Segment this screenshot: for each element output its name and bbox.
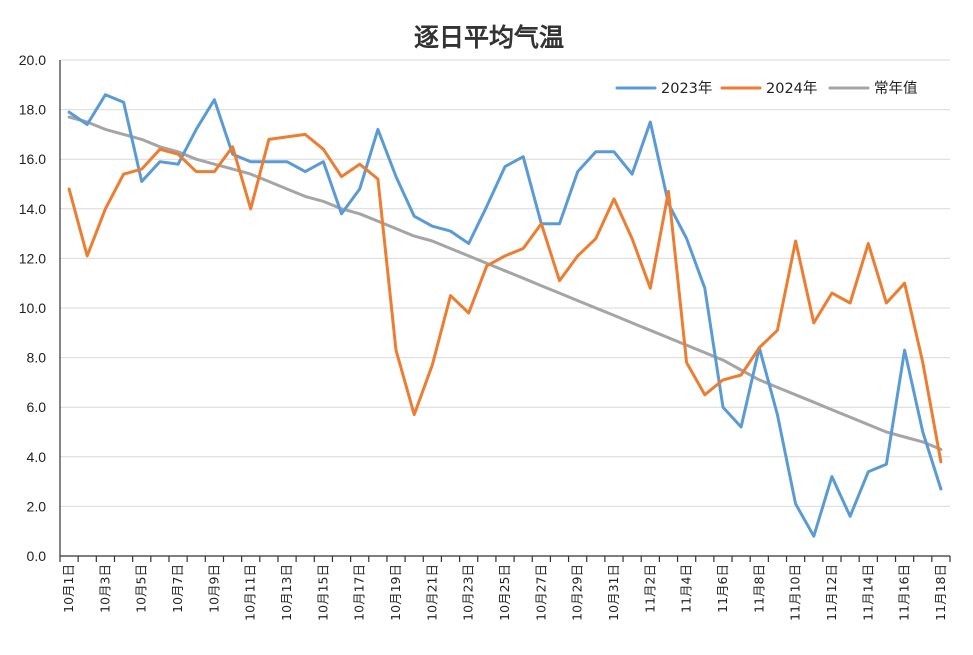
y-tick-label: 4.0 (27, 449, 47, 465)
legend: 2023年 2024年 常年值 (615, 80, 918, 97)
legend-label-1: 2024年 (766, 80, 817, 97)
y-tick-label: 12.0 (19, 250, 46, 266)
x-tick-label: 10月29日 (570, 564, 585, 621)
x-tick-label: 10月13日 (279, 564, 294, 621)
y-tick-label: 18.0 (19, 102, 46, 118)
y-tick-label: 2.0 (27, 498, 47, 514)
x-tick-label: 11月4日 (679, 564, 694, 613)
series-lines (67, 93, 943, 538)
x-tick-label: 11月10日 (788, 564, 803, 621)
x-tick-label: 11月16日 (897, 564, 912, 621)
series-line-1 (67, 132, 943, 464)
y-axis-ticks: 0.0 2.0 4.0 6.0 8.0 10.0 12.0 14.0 16.0 18.0 20.0 (19, 52, 46, 564)
x-tick-label: 10月27日 (533, 564, 548, 621)
x-tick-label: 10月7日 (170, 564, 185, 613)
y-tick-label: 20.0 (19, 52, 46, 68)
y-tick-label: 0.0 (27, 548, 47, 564)
x-tick-label: 10月15日 (315, 564, 330, 621)
x-tick-label: 11月12日 (824, 564, 839, 621)
legend-label-2: 常年值 (874, 80, 918, 97)
x-axis-ticks: 10月1日 10月3日 10月5日 10月7日 10月9日 10月11日 10月13日 10月… (61, 564, 948, 621)
x-tick-label: 11月8日 (751, 564, 766, 613)
x-tick-label: 10月11日 (243, 564, 258, 621)
x-tick-label: 10月19日 (388, 564, 403, 621)
x-tick-label: 10月1日 (61, 564, 76, 613)
series-line-2 (67, 115, 943, 451)
x-tick-label: 10月25日 (497, 564, 512, 621)
y-tick-label: 10.0 (19, 300, 46, 316)
x-tick-label: 10月31日 (606, 564, 621, 621)
x-tick-label: 10月17日 (352, 564, 367, 621)
x-tick-label: 11月6日 (715, 564, 730, 613)
x-tick-label: 11月18日 (933, 564, 948, 621)
y-tick-label: 14.0 (19, 201, 46, 217)
x-tick-label: 10月9日 (206, 564, 221, 613)
x-tick-label: 11月14日 (860, 564, 875, 621)
y-tick-label: 8.0 (27, 350, 47, 366)
y-tick-label: 16.0 (19, 151, 46, 167)
chart-title: 逐日平均气温 (414, 23, 564, 52)
gridlines (60, 59, 950, 557)
x-tick-label: 10月3日 (97, 564, 112, 613)
x-tick-label: 10月5日 (134, 564, 149, 613)
y-tick-label: 6.0 (27, 399, 47, 415)
axes (59, 60, 951, 562)
x-tick-label: 10月21日 (424, 564, 439, 621)
x-tick-label: 10月23日 (461, 564, 476, 621)
x-tick-label: 11月2日 (642, 564, 657, 613)
series-line-0 (67, 93, 943, 538)
legend-label-0: 2023年 (661, 80, 712, 97)
